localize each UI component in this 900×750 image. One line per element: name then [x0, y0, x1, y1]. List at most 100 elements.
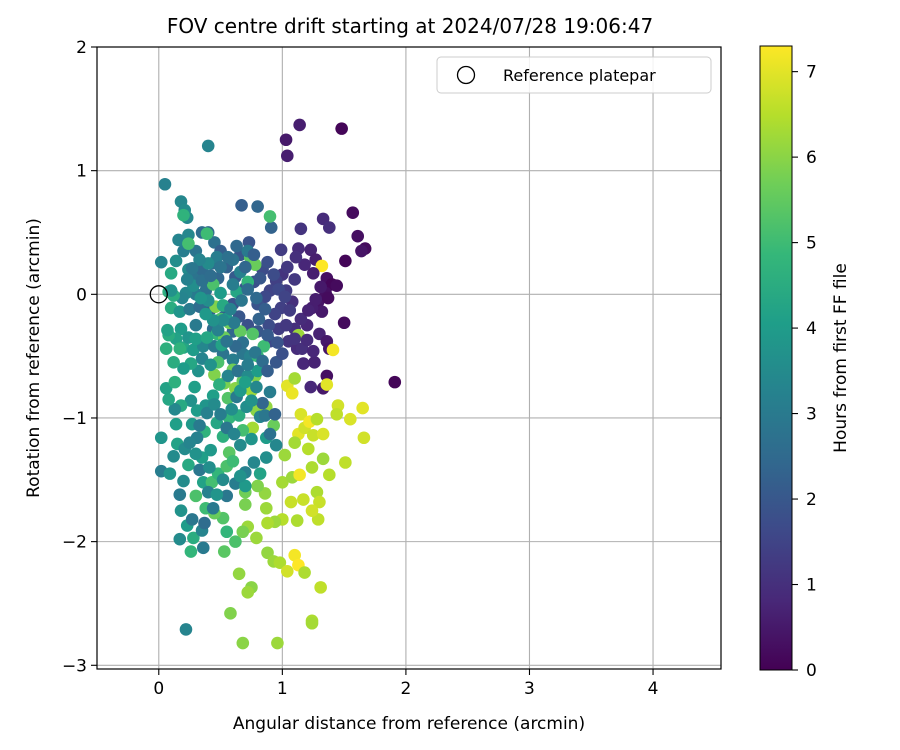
scatter-point — [226, 353, 240, 367]
legend-entry: Reference platepar — [503, 66, 656, 85]
scatter-point — [220, 525, 234, 539]
chart-title: FOV centre drift starting at 2024/07/28 … — [167, 14, 653, 38]
y-tick-label: −2 — [62, 533, 87, 553]
scatter-point — [200, 406, 214, 420]
scatter-point — [316, 427, 330, 441]
scatter-point — [284, 495, 298, 509]
scatter-point — [231, 364, 245, 378]
y-tick-label: 1 — [76, 162, 87, 182]
scatter-point — [306, 344, 320, 358]
scatter-point — [238, 260, 252, 274]
colorbar-tick-label: 4 — [806, 319, 817, 339]
scatter-point — [314, 280, 327, 294]
scatter-point — [288, 332, 302, 346]
scatter-point — [289, 250, 303, 264]
colorbar-tick-label: 6 — [806, 148, 817, 168]
scatter-point — [208, 368, 221, 381]
scatter-point — [321, 291, 335, 305]
scatter-point — [280, 149, 294, 163]
scatter-point — [226, 278, 240, 291]
scatter-point — [355, 244, 368, 258]
scatter-point — [261, 364, 274, 378]
scatter-point — [225, 403, 238, 416]
scatter-point — [184, 394, 198, 407]
scatter-point — [236, 636, 250, 650]
scatter-point — [183, 436, 196, 450]
scatter-point — [315, 305, 329, 318]
colorbar — [759, 45, 793, 671]
scatter-point — [305, 616, 319, 630]
scatter-point — [204, 269, 217, 283]
scatter-point — [256, 354, 269, 368]
scatter-point — [204, 443, 217, 457]
scatter-point — [246, 421, 259, 435]
scatter-point — [301, 442, 315, 456]
scatter-point — [308, 356, 321, 369]
scatter-point — [294, 407, 308, 421]
scatter-point — [227, 316, 241, 330]
scatter-point — [154, 431, 168, 445]
scatter-point — [236, 525, 250, 539]
scatter-point — [161, 323, 174, 337]
reference-point-marker — [149, 285, 168, 304]
scatter-point — [167, 356, 180, 369]
scatter-point — [247, 248, 261, 262]
scatter-point — [173, 342, 187, 356]
x-axis-label: Angular distance from reference (arcmin) — [233, 714, 585, 734]
scatter-point — [301, 304, 315, 317]
scatter-point — [238, 479, 252, 493]
scatter-point — [193, 419, 206, 432]
scatter-point — [185, 262, 199, 275]
scatter-point — [250, 291, 263, 305]
scatter-point — [263, 210, 277, 223]
scatter-point — [330, 407, 344, 421]
scatter-point — [230, 239, 243, 253]
scatter-point — [213, 378, 226, 391]
scatter-point — [344, 412, 357, 426]
scatter-point — [274, 243, 288, 257]
scatter-point — [346, 206, 360, 220]
scatter-point — [288, 548, 302, 562]
scatter-point — [273, 556, 287, 569]
scatter-point — [263, 427, 277, 441]
scatter-point — [206, 501, 220, 515]
scatter-point — [297, 357, 310, 370]
scatter-point — [305, 461, 319, 474]
legend: Reference platepar — [436, 56, 712, 94]
scatter-point — [224, 302, 237, 316]
y-tick-label: −1 — [62, 409, 87, 429]
scatter-point — [276, 475, 289, 489]
scatter-point — [314, 581, 327, 594]
scatter-point — [229, 535, 242, 548]
scatter-point — [297, 493, 310, 506]
scatter-point — [174, 322, 188, 336]
scatter-point — [221, 369, 235, 383]
scatter-point — [279, 133, 293, 147]
scatter-point — [298, 566, 311, 579]
scatter-point — [279, 318, 293, 332]
x-axis-ticks: 0 1 2 3 4 — [153, 669, 658, 699]
x-tick-label: 3 — [524, 679, 535, 699]
scatter-point — [220, 489, 234, 503]
scatter-point — [262, 318, 276, 332]
scatter-point — [238, 498, 252, 511]
scatter-point — [189, 489, 203, 503]
scatter-point — [339, 456, 352, 469]
legend-marker — [456, 65, 476, 85]
legend-box — [436, 56, 712, 94]
scatter-point — [304, 243, 318, 257]
scatter-point — [184, 545, 198, 558]
scatter-point — [310, 485, 324, 499]
scatter-point — [238, 375, 252, 389]
scatter-point — [167, 450, 180, 463]
scatter-point — [261, 516, 274, 530]
scatter-point — [258, 409, 272, 422]
scatter-point — [306, 266, 320, 280]
scatter-point — [263, 385, 277, 399]
scatter-point — [351, 229, 365, 243]
scatter-point — [162, 393, 175, 406]
scatter-point — [193, 253, 206, 266]
scatter-point — [250, 380, 263, 394]
scatter-point — [268, 407, 282, 421]
scatter-point — [173, 488, 187, 501]
